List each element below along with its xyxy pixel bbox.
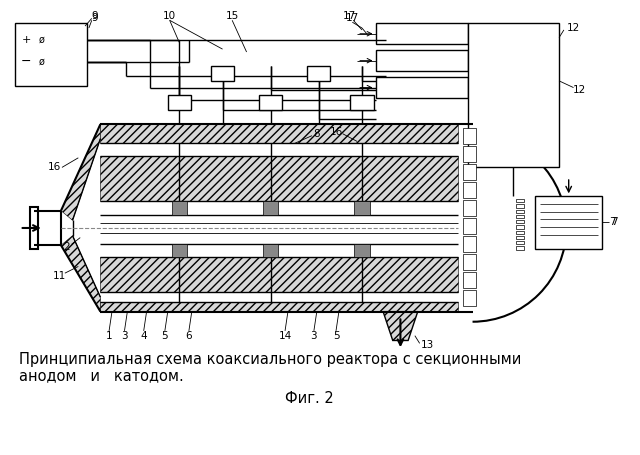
Text: ø: ø	[39, 56, 45, 66]
Text: 7: 7	[612, 217, 618, 227]
Bar	[351, 95, 374, 110]
Polygon shape	[383, 312, 418, 340]
Polygon shape	[61, 236, 100, 312]
Text: 9: 9	[92, 11, 98, 21]
Bar	[100, 156, 458, 201]
Text: 5: 5	[161, 331, 168, 341]
Text: 12: 12	[567, 23, 580, 33]
Text: 4: 4	[140, 331, 147, 341]
Text: 6: 6	[186, 331, 192, 341]
Bar	[516, 225, 524, 228]
Bar	[463, 146, 476, 162]
Polygon shape	[61, 124, 100, 220]
Bar	[516, 220, 524, 223]
Text: 3: 3	[121, 331, 128, 341]
Text: 17: 17	[346, 13, 359, 23]
Bar	[468, 23, 559, 167]
Bar	[376, 77, 468, 98]
Text: 17: 17	[343, 11, 356, 21]
Text: +: +	[22, 35, 31, 45]
Bar	[100, 257, 458, 293]
Text: Фиг. 2: Фиг. 2	[285, 391, 333, 406]
Bar	[100, 124, 458, 143]
Bar	[172, 201, 187, 216]
Bar	[307, 66, 330, 81]
Bar	[376, 50, 468, 71]
Bar	[516, 215, 524, 218]
Text: 16: 16	[330, 127, 342, 137]
Text: Принципиальная схема коаксиального реактора с секционными: Принципиальная схема коаксиального реакт…	[19, 352, 521, 367]
Bar	[463, 272, 476, 288]
Bar	[463, 128, 476, 144]
Text: 15: 15	[225, 11, 239, 21]
Bar	[263, 244, 278, 257]
Bar	[259, 95, 282, 110]
Text: 1: 1	[106, 331, 113, 341]
Bar	[535, 196, 602, 249]
Bar	[463, 200, 476, 216]
Bar	[463, 236, 476, 252]
Bar	[376, 23, 468, 44]
Bar	[463, 182, 476, 198]
Text: 16: 16	[47, 162, 61, 172]
Text: 2: 2	[63, 242, 70, 252]
Text: 12: 12	[573, 86, 586, 96]
Text: 13: 13	[420, 340, 434, 350]
Text: 9: 9	[92, 13, 98, 23]
Bar	[463, 290, 476, 306]
Bar	[463, 164, 476, 180]
Text: 14: 14	[278, 331, 292, 341]
Bar	[463, 218, 476, 234]
Text: 10: 10	[163, 11, 176, 21]
Bar	[516, 210, 524, 213]
Bar	[168, 95, 191, 110]
Bar	[516, 236, 524, 239]
Text: 3: 3	[310, 331, 317, 341]
Bar	[516, 231, 524, 234]
Text: анодом   и   катодом.: анодом и катодом.	[19, 369, 184, 384]
Bar	[355, 244, 370, 257]
Bar	[516, 246, 524, 249]
Bar	[516, 199, 524, 202]
Bar	[516, 241, 524, 244]
Bar	[516, 204, 524, 207]
Bar	[263, 201, 278, 216]
Text: 5: 5	[333, 331, 339, 341]
Text: 8: 8	[314, 129, 320, 139]
Text: 11: 11	[52, 271, 66, 281]
Bar	[211, 66, 234, 81]
Bar	[355, 201, 370, 216]
Text: −: −	[21, 55, 31, 68]
Text: ø: ø	[39, 35, 45, 45]
Bar	[100, 302, 458, 312]
Bar	[15, 23, 87, 86]
Bar	[30, 207, 38, 249]
Text: 7: 7	[609, 217, 615, 227]
Bar	[172, 244, 187, 257]
Bar	[463, 254, 476, 270]
